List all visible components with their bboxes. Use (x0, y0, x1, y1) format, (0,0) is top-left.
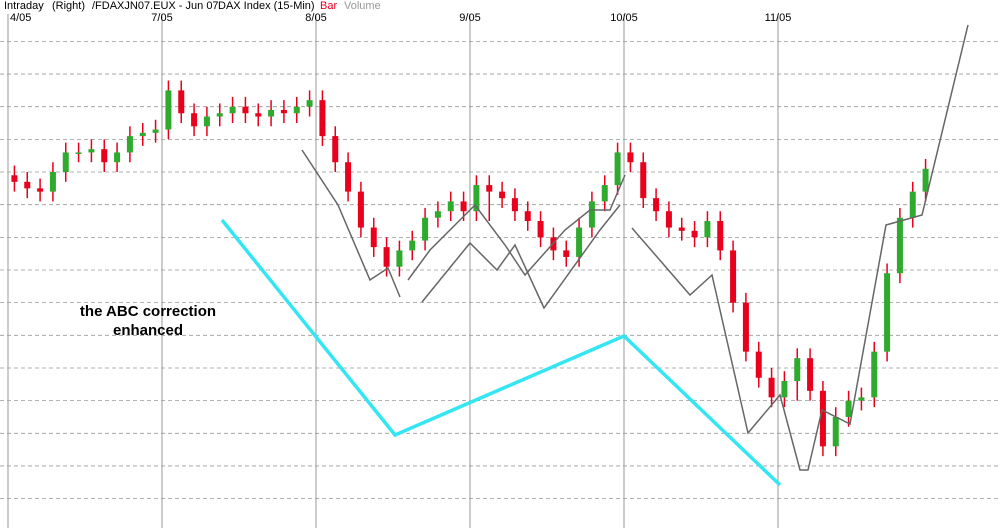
candle-body (832, 416, 839, 447)
candle-body (819, 390, 826, 447)
candle-body (653, 198, 660, 212)
candle-body (473, 185, 480, 212)
candle-body (755, 351, 762, 378)
candle-body (781, 381, 788, 398)
candle-body (216, 113, 223, 117)
candle-body (409, 240, 416, 251)
candle-body (332, 136, 339, 163)
candle-body (717, 221, 724, 251)
candle-body (24, 181, 31, 189)
candle-body (203, 116, 210, 127)
x-tick-label: 9/05 (459, 12, 480, 24)
candle-body (460, 201, 467, 212)
candle-body (614, 152, 621, 186)
candle-body (678, 227, 685, 231)
annotation: the ABC correction (80, 303, 216, 320)
candle-body (730, 250, 737, 303)
annotation: enhanced (113, 322, 183, 339)
candle-body (768, 377, 775, 398)
trend-line (407, 174, 626, 281)
candle-body (434, 211, 441, 218)
candle-body (49, 172, 56, 192)
candle-body (280, 109, 287, 114)
candle-body (139, 132, 146, 137)
candle-body (345, 162, 352, 192)
candle-body (845, 400, 852, 417)
candle-body (191, 113, 198, 127)
candle-body (370, 227, 377, 248)
candle-body (627, 152, 634, 163)
candle-body (601, 185, 608, 202)
candle-body (88, 149, 95, 153)
candle-body (229, 106, 236, 114)
x-tick-label: 11/05 (765, 12, 792, 24)
x-tick-label: 4/05 (10, 12, 31, 24)
x-tick-label: 10/05 (610, 12, 638, 24)
candle-body (563, 250, 570, 257)
candle-body (640, 162, 647, 199)
candle-body (858, 397, 865, 401)
candle-body (101, 149, 108, 163)
candle-body (665, 211, 672, 228)
candle-body (909, 191, 916, 218)
trend-line (301, 149, 401, 298)
trend-line (421, 204, 621, 310)
candle-body (114, 152, 121, 163)
candle-body (126, 136, 133, 153)
candle-body (396, 250, 403, 267)
header-text: Intraday (4, 0, 44, 12)
candle-body (255, 113, 262, 117)
trend-lines (301, 24, 969, 471)
header-text: DAX Index (15-Min) (218, 0, 315, 12)
candle-body (306, 100, 313, 107)
candle-body (75, 152, 82, 154)
candle-body (588, 201, 595, 228)
candle-body (357, 191, 364, 228)
candle-body (922, 168, 929, 192)
candle-body (807, 358, 814, 391)
candle-body (884, 273, 891, 352)
candle-body (422, 217, 429, 241)
candle-body (704, 221, 711, 238)
header-text: /FDAXJN07.EUX - Jun 07 (92, 0, 219, 12)
candle-body (319, 100, 326, 137)
candle-body (165, 90, 172, 130)
x-tick-label: 7/05 (151, 12, 172, 24)
candle-body (524, 211, 531, 222)
header: Intraday (Right) /FDAXJN07.EUX - Jun 07 … (4, 0, 381, 12)
candle-body (152, 129, 159, 133)
candle-body (537, 221, 544, 238)
x-tick-label: 8/05 (305, 12, 326, 24)
candle-body (576, 227, 583, 257)
candle-body (447, 201, 454, 212)
candle-body (383, 247, 390, 267)
candle-body (486, 185, 493, 192)
candle-body (742, 302, 749, 352)
candle-body (37, 188, 44, 192)
abc-line (220, 218, 782, 487)
candle-body (178, 90, 185, 114)
candle-body (293, 106, 300, 114)
header-text: Volume (344, 0, 381, 12)
header-text: Bar (320, 0, 337, 12)
candle-body (511, 198, 518, 212)
candle-body (794, 358, 801, 382)
trend-line (631, 24, 969, 471)
candle-body (896, 217, 903, 274)
candle-body (268, 109, 275, 117)
candle-body (11, 175, 18, 182)
candle-body (62, 152, 69, 173)
candle-body (691, 230, 698, 238)
candle-body (499, 191, 506, 199)
candle-body (871, 351, 878, 398)
candle-body (242, 106, 249, 114)
header-text: (Right) (52, 0, 85, 12)
